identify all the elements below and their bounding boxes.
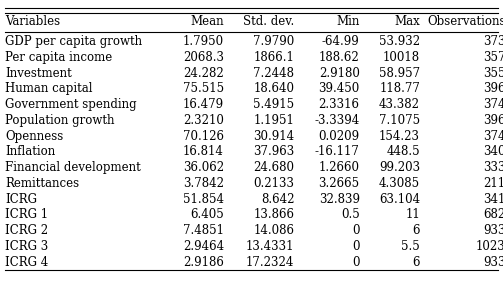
Text: 3.2665: 3.2665: [318, 177, 360, 190]
Text: ICRG 3: ICRG 3: [5, 240, 48, 253]
Text: 16.814: 16.814: [183, 145, 224, 158]
Text: 63.104: 63.104: [379, 192, 420, 206]
Text: 2.3210: 2.3210: [183, 114, 224, 127]
Text: 37.963: 37.963: [253, 145, 294, 158]
Text: 374: 374: [483, 130, 503, 143]
Text: 333: 333: [483, 161, 503, 174]
Text: Variables: Variables: [5, 15, 60, 28]
Text: Observations: Observations: [427, 15, 503, 28]
Text: ICRG: ICRG: [5, 192, 37, 206]
Text: 58.957: 58.957: [379, 67, 420, 80]
Text: 10018: 10018: [383, 51, 420, 64]
Text: 448.5: 448.5: [386, 145, 420, 158]
Text: Min: Min: [337, 15, 360, 28]
Text: 39.450: 39.450: [318, 82, 360, 96]
Text: 6.405: 6.405: [190, 208, 224, 221]
Text: ICRG 2: ICRG 2: [5, 224, 48, 237]
Text: 5.4915: 5.4915: [253, 98, 294, 111]
Text: Government spending: Government spending: [5, 98, 137, 111]
Text: 5.5: 5.5: [401, 240, 420, 253]
Text: 682: 682: [483, 208, 503, 221]
Text: 13.4331: 13.4331: [246, 240, 294, 253]
Text: Investment: Investment: [5, 67, 72, 80]
Text: 75.515: 75.515: [183, 82, 224, 96]
Text: Std. dev.: Std. dev.: [243, 15, 294, 28]
Text: ICRG 1: ICRG 1: [5, 208, 48, 221]
Text: 13.866: 13.866: [253, 208, 294, 221]
Text: 36.062: 36.062: [183, 161, 224, 174]
Text: 0.0209: 0.0209: [318, 130, 360, 143]
Text: 0: 0: [352, 224, 360, 237]
Text: 154.23: 154.23: [379, 130, 420, 143]
Text: 0.5: 0.5: [341, 208, 360, 221]
Text: Openness: Openness: [5, 130, 63, 143]
Text: 2.3316: 2.3316: [318, 98, 360, 111]
Text: 7.9790: 7.9790: [253, 35, 294, 48]
Text: 6: 6: [412, 255, 420, 269]
Text: 70.126: 70.126: [183, 130, 224, 143]
Text: ICRG 4: ICRG 4: [5, 255, 48, 269]
Text: Mean: Mean: [190, 15, 224, 28]
Text: 99.203: 99.203: [379, 161, 420, 174]
Text: 1023: 1023: [476, 240, 503, 253]
Text: GDP per capita growth: GDP per capita growth: [5, 35, 142, 48]
Text: 6: 6: [412, 224, 420, 237]
Text: 0: 0: [352, 240, 360, 253]
Text: 4.3085: 4.3085: [379, 177, 420, 190]
Text: 1.7950: 1.7950: [183, 35, 224, 48]
Text: 2068.3: 2068.3: [183, 51, 224, 64]
Text: 0: 0: [352, 255, 360, 269]
Text: 7.1075: 7.1075: [379, 114, 420, 127]
Text: 7.4851: 7.4851: [183, 224, 224, 237]
Text: 396: 396: [483, 114, 503, 127]
Text: -3.3394: -3.3394: [314, 114, 360, 127]
Text: 18.640: 18.640: [253, 82, 294, 96]
Text: Remittances: Remittances: [5, 177, 79, 190]
Text: Inflation: Inflation: [5, 145, 55, 158]
Text: Human capital: Human capital: [5, 82, 93, 96]
Text: 43.382: 43.382: [379, 98, 420, 111]
Text: 8.642: 8.642: [261, 192, 294, 206]
Text: 2.9186: 2.9186: [183, 255, 224, 269]
Text: 211: 211: [483, 177, 503, 190]
Text: 1.1951: 1.1951: [254, 114, 294, 127]
Text: 0.2133: 0.2133: [253, 177, 294, 190]
Text: 374: 374: [483, 98, 503, 111]
Text: 2.9180: 2.9180: [319, 67, 360, 80]
Text: -64.99: -64.99: [322, 35, 360, 48]
Text: 30.914: 30.914: [253, 130, 294, 143]
Text: 1866.1: 1866.1: [254, 51, 294, 64]
Text: 188.62: 188.62: [319, 51, 360, 64]
Text: 16.479: 16.479: [183, 98, 224, 111]
Text: 355: 355: [483, 67, 503, 80]
Text: 1.2660: 1.2660: [318, 161, 360, 174]
Text: -16.117: -16.117: [315, 145, 360, 158]
Text: Financial development: Financial development: [5, 161, 141, 174]
Text: 118.77: 118.77: [379, 82, 420, 96]
Text: 373: 373: [483, 35, 503, 48]
Text: 32.839: 32.839: [318, 192, 360, 206]
Text: 2.9464: 2.9464: [183, 240, 224, 253]
Text: 17.2324: 17.2324: [246, 255, 294, 269]
Text: 341: 341: [483, 192, 503, 206]
Text: 24.282: 24.282: [183, 67, 224, 80]
Text: 11: 11: [405, 208, 420, 221]
Text: 14.086: 14.086: [253, 224, 294, 237]
Text: Population growth: Population growth: [5, 114, 115, 127]
Text: 51.854: 51.854: [183, 192, 224, 206]
Text: 3.7842: 3.7842: [183, 177, 224, 190]
Text: 53.932: 53.932: [379, 35, 420, 48]
Text: 7.2448: 7.2448: [253, 67, 294, 80]
Text: 340: 340: [483, 145, 503, 158]
Text: Per capita income: Per capita income: [5, 51, 112, 64]
Text: Max: Max: [394, 15, 420, 28]
Text: 357: 357: [483, 51, 503, 64]
Text: 24.680: 24.680: [253, 161, 294, 174]
Text: 933: 933: [483, 255, 503, 269]
Text: 933: 933: [483, 224, 503, 237]
Text: 396: 396: [483, 82, 503, 96]
